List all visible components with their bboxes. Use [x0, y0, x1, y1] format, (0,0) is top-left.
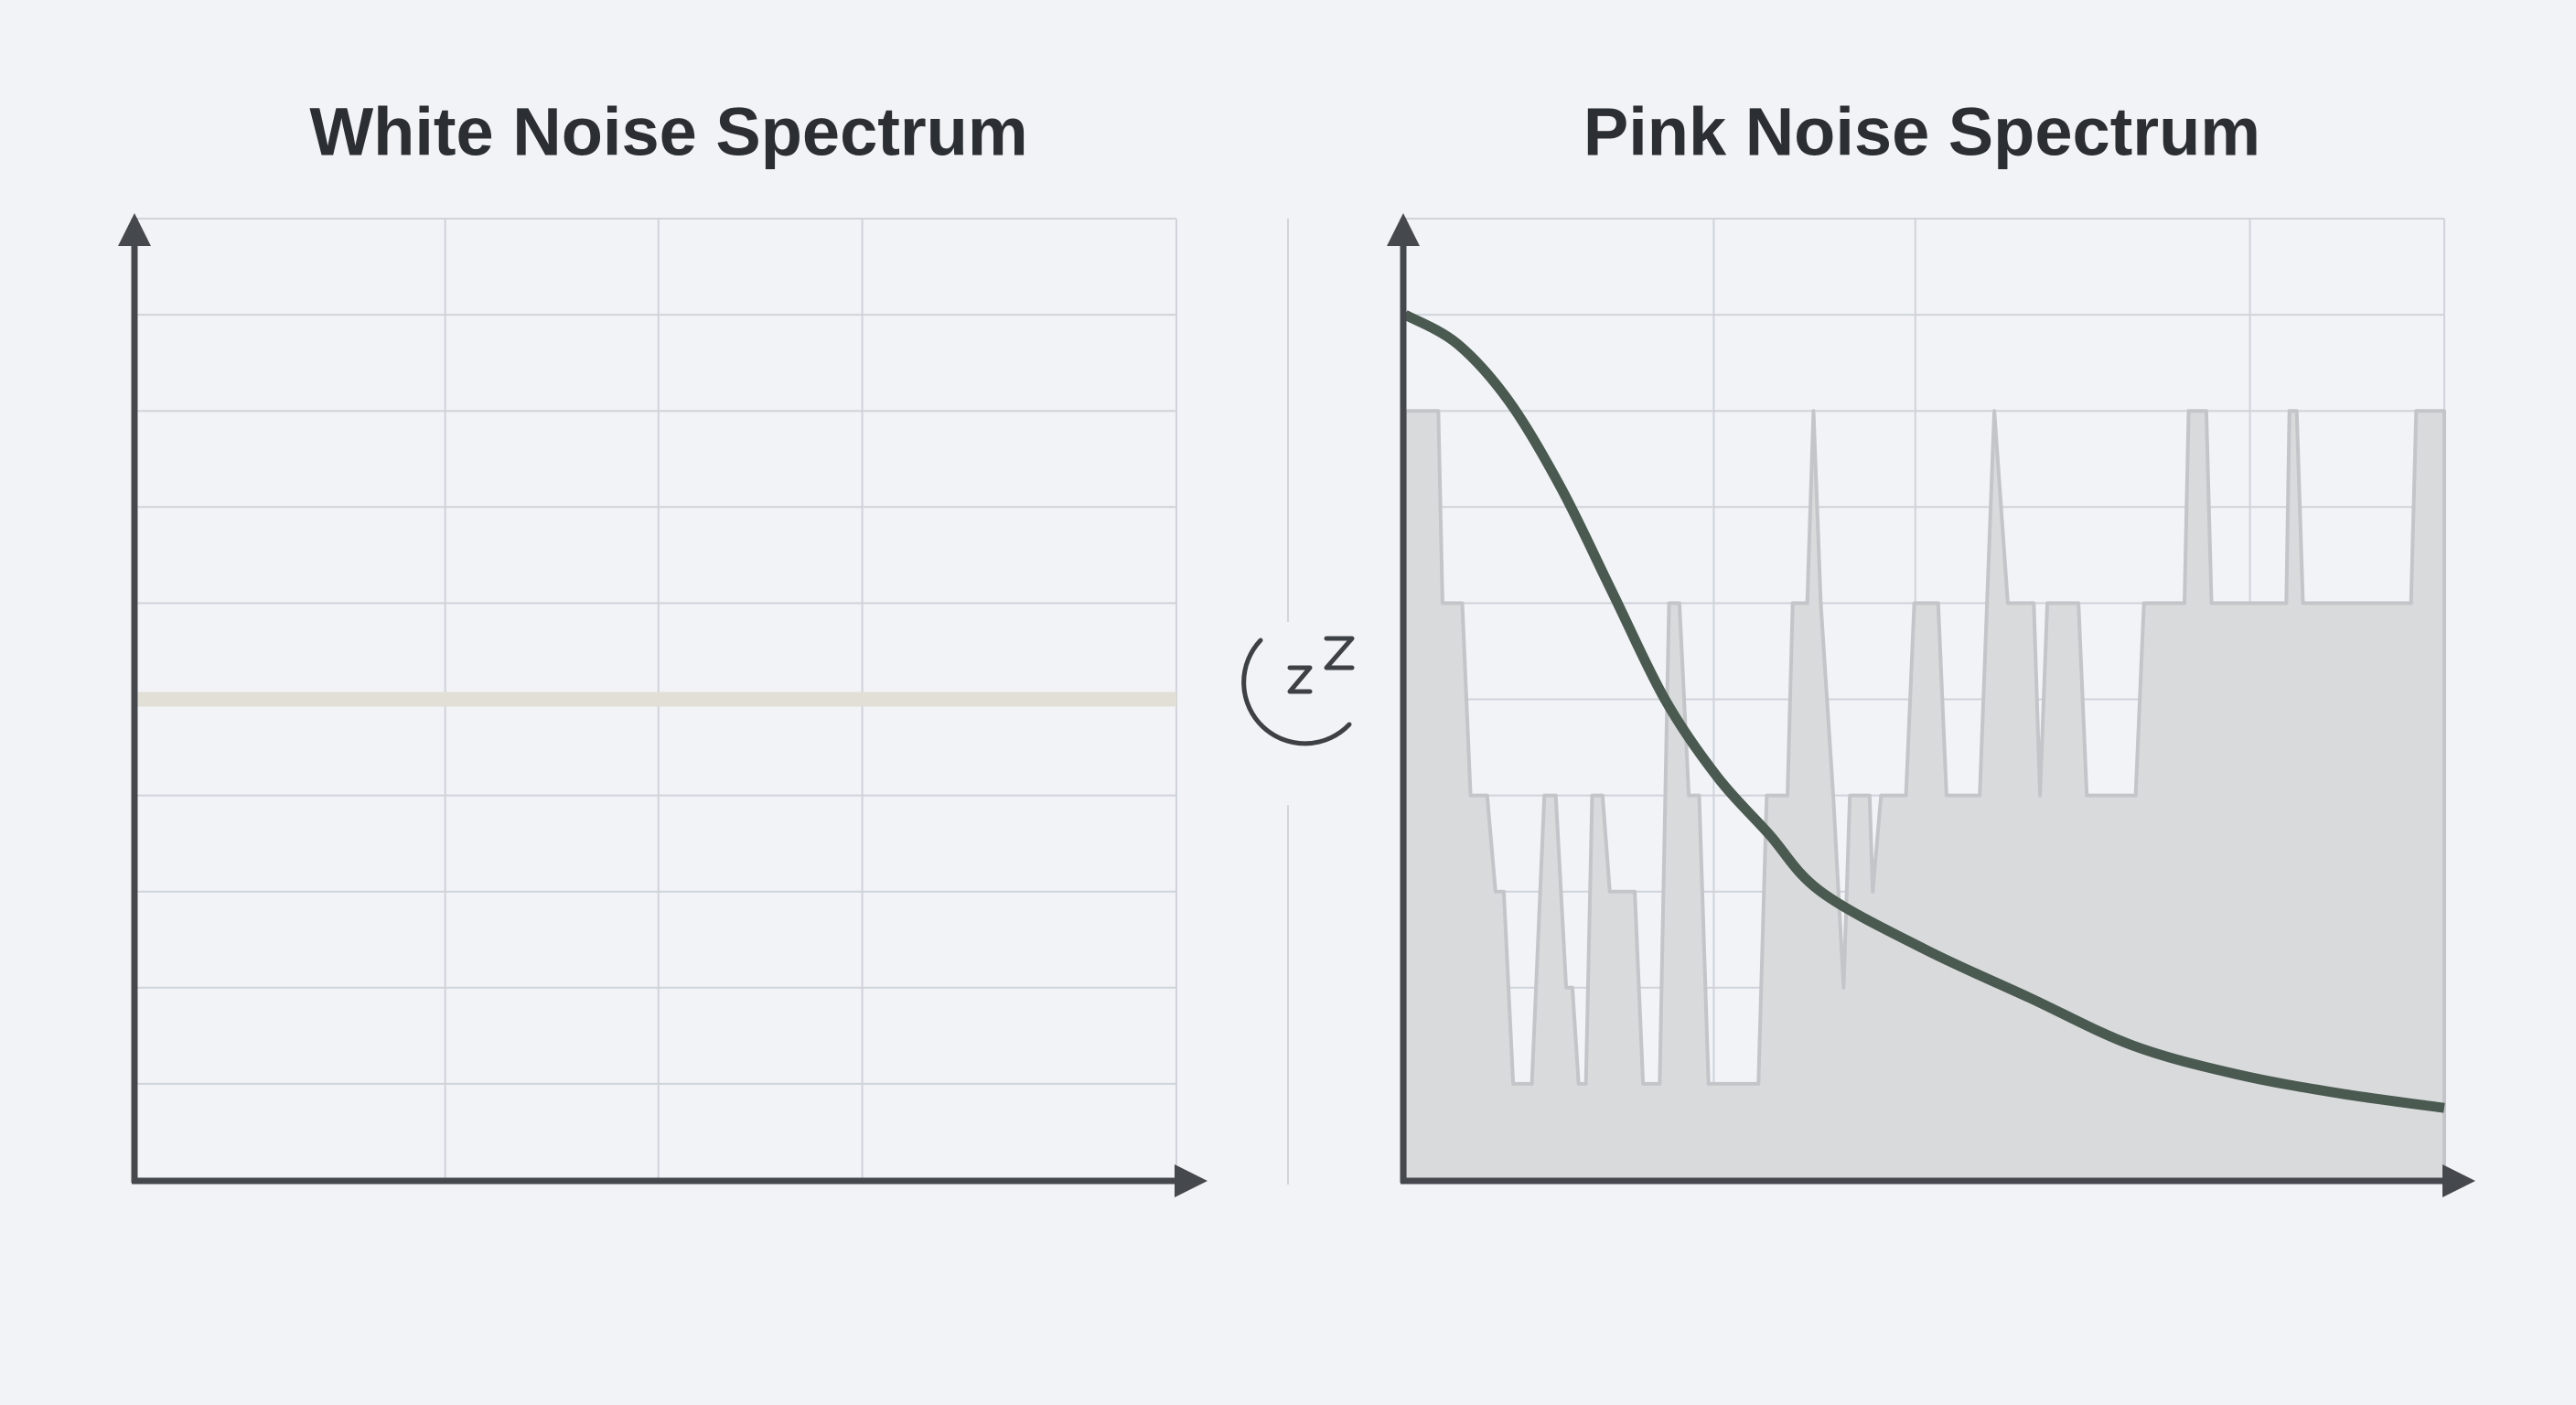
moon [1241, 638, 1352, 746]
sleep-icon [1241, 636, 1355, 746]
chart-title: White Noise Spectrum [309, 94, 1027, 170]
x-axis-arrow [2442, 1164, 2475, 1197]
line [1402, 310, 2445, 1113]
chart-title: Pink Noise Spectrum [1583, 94, 2260, 170]
area [1403, 409, 2446, 1182]
y-axis-arrow [1387, 213, 1420, 246]
y-axis-arrow [118, 213, 151, 246]
z-large [1324, 636, 1355, 670]
z-small [1287, 665, 1313, 694]
x-axis-arrow [1175, 1164, 1208, 1197]
